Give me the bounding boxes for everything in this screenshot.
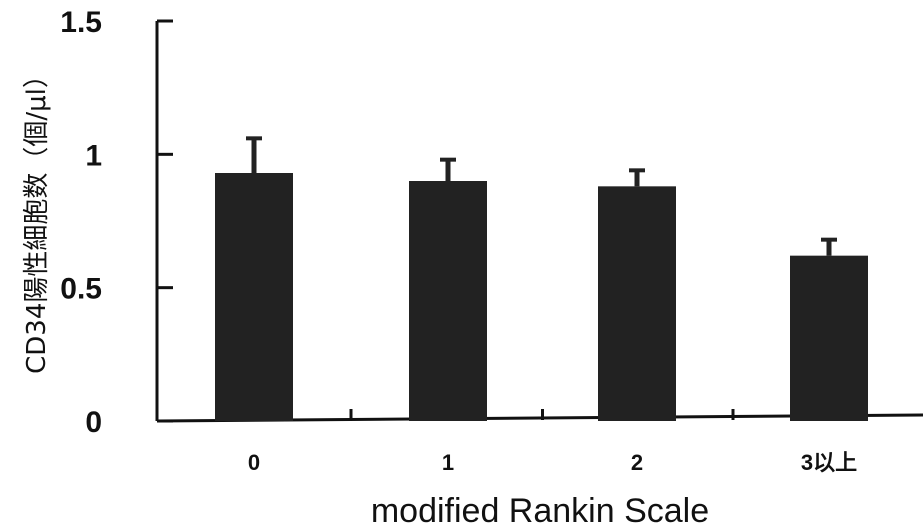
y-tick-label: 0.5 <box>60 273 102 306</box>
bar-0 <box>215 173 293 421</box>
y-tick-label: 1.5 <box>60 6 102 39</box>
x-ticks: 0 1 2 3以上 <box>248 409 857 475</box>
y-tick-label: 1 <box>85 139 102 172</box>
y-axis-label: CD34陽性細胞数（個/μl） <box>22 62 52 374</box>
y-tick-label: 0 <box>85 406 102 439</box>
x-tick-label: 0 <box>248 450 260 475</box>
bar-3 <box>790 255 868 421</box>
bars <box>215 173 868 421</box>
y-ticks: 0 0.5 1 1.5 <box>60 6 173 439</box>
x-tick-label: 2 <box>631 450 643 475</box>
x-tick-label: 3以上 <box>801 450 857 475</box>
x-axis-label: modified Rankin Scale <box>371 492 709 530</box>
bar-2 <box>598 186 676 421</box>
x-tick-label: 1 <box>442 450 454 475</box>
error-bars <box>246 136 837 256</box>
bar-1 <box>409 181 487 421</box>
